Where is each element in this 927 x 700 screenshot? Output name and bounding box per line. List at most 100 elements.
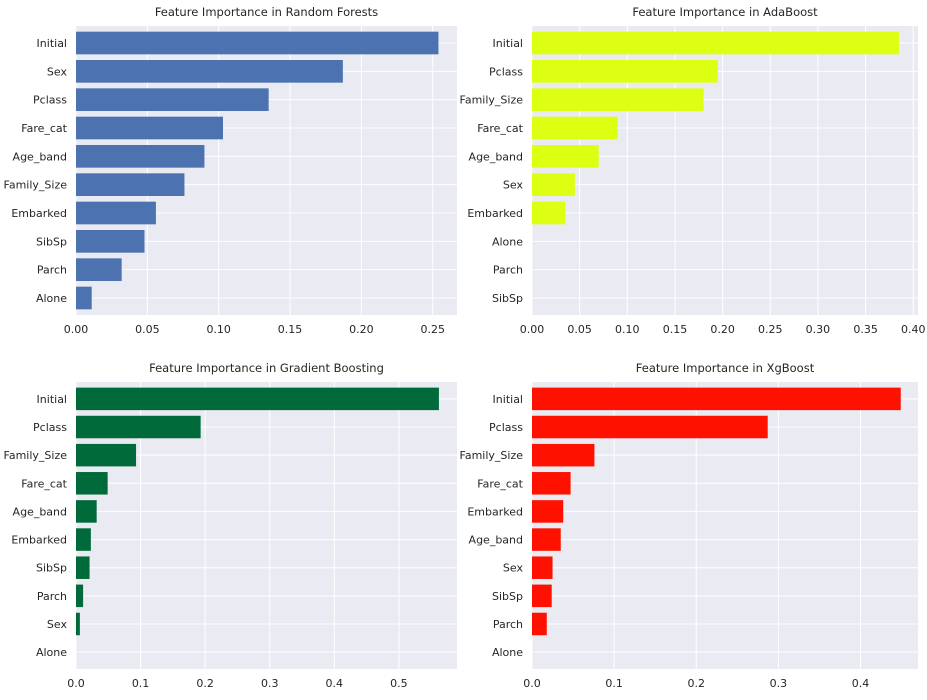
bar-sex bbox=[76, 612, 80, 636]
x-tick-label: 0.20 bbox=[349, 323, 374, 336]
x-tick-label: 0.2 bbox=[196, 677, 214, 690]
bar-embarked bbox=[76, 528, 91, 551]
x-tick-label: 0.25 bbox=[758, 323, 783, 336]
y-tick-label-alone: Alone bbox=[492, 235, 523, 248]
y-tick-label-initial: Initial bbox=[493, 37, 523, 50]
y-tick-label-fare-cat: Fare_cat bbox=[21, 477, 67, 490]
bar-age-band bbox=[532, 145, 599, 168]
chart-adaboost: 0.00 0.05 0.10 0.15 0.20 0.25 0.30 0.35 0.40 SibS… bbox=[460, 5, 926, 336]
x-tick-label: 0.1 bbox=[132, 677, 150, 690]
bar-alone bbox=[76, 286, 92, 310]
x-tick-label: 0.4 bbox=[326, 677, 344, 690]
y-tick-label-fare-cat: Fare_cat bbox=[21, 122, 67, 135]
bar-sex bbox=[532, 173, 575, 196]
y-tick-label-age-band: Age_band bbox=[469, 150, 523, 163]
chart-gradient-boosting: 0.0 0.1 0.2 0.3 0.4 0.5 Alone Sex Parch SibSp Emba… bbox=[4, 361, 457, 690]
bar-fare-cat bbox=[76, 472, 108, 495]
x-tick-label: 0.35 bbox=[853, 323, 878, 336]
y-tick-label-pclass: Pclass bbox=[489, 65, 523, 78]
x-tick-label: 0.30 bbox=[806, 323, 831, 336]
y-tick-label-alone: Alone bbox=[492, 646, 523, 659]
x-tick-label: 0.05 bbox=[567, 323, 592, 336]
bar-fare-cat bbox=[76, 116, 223, 140]
bar-fare-cat bbox=[532, 472, 571, 495]
y-tick-label-pclass: Pclass bbox=[33, 421, 67, 434]
bar-parch bbox=[76, 584, 84, 608]
bar-initial bbox=[532, 31, 899, 55]
y-tick-label-age-band: Age_band bbox=[469, 534, 523, 547]
y-tick-label-age-band: Age_band bbox=[13, 150, 67, 163]
bar-initial bbox=[76, 31, 439, 55]
x-tick-label: 0.3 bbox=[261, 677, 279, 690]
bar-sex bbox=[532, 556, 553, 579]
bar-parch bbox=[76, 258, 122, 281]
y-tick-label-sibsp: SibSp bbox=[36, 562, 67, 575]
y-tick-label-sex: Sex bbox=[47, 65, 68, 78]
y-tick-label-family-size: Family_Size bbox=[460, 449, 524, 462]
y-tick-label-fare-cat: Fare_cat bbox=[477, 122, 523, 135]
y-tick-label-alone: Alone bbox=[36, 646, 67, 659]
y-tick-label-age-band: Age_band bbox=[13, 505, 67, 518]
x-tick-label: 0.00 bbox=[520, 323, 545, 336]
y-tick-label-initial: Initial bbox=[37, 37, 67, 50]
y-tick-label-family-size: Family_Size bbox=[4, 449, 68, 462]
y-tick-label-fare-cat: Fare_cat bbox=[477, 477, 523, 490]
bar-initial bbox=[76, 387, 439, 411]
bar-initial bbox=[532, 387, 901, 411]
x-tick-label: 0.3 bbox=[770, 677, 788, 690]
x-tick-label: 0.15 bbox=[278, 323, 303, 336]
x-tick-label: 0.5 bbox=[390, 677, 408, 690]
bar-sibsp bbox=[76, 556, 90, 579]
bar-parch bbox=[532, 612, 547, 636]
x-tick-label: 0.1 bbox=[605, 677, 623, 690]
bar-embarked bbox=[532, 500, 564, 523]
x-tick-label: 0.10 bbox=[615, 323, 640, 336]
x-tick-label: 0.2 bbox=[688, 677, 706, 690]
bar-pclass bbox=[532, 60, 718, 83]
x-tick-label: 0.15 bbox=[663, 323, 688, 336]
y-tick-label-pclass: Pclass bbox=[489, 421, 523, 434]
bar-sex bbox=[76, 60, 343, 83]
y-tick-label-parch: Parch bbox=[493, 264, 523, 277]
y-tick-label-initial: Initial bbox=[37, 393, 67, 406]
x-tick-label: 0.4 bbox=[852, 677, 870, 690]
bar-family-size bbox=[532, 443, 595, 467]
y-tick-label-sibsp: SibSp bbox=[492, 590, 523, 603]
y-tick-label-initial: Initial bbox=[493, 393, 523, 406]
y-tick-label-sex: Sex bbox=[503, 562, 524, 575]
y-tick-label-family-size: Family_Size bbox=[460, 94, 524, 107]
x-tick-label: 0.00 bbox=[64, 323, 89, 336]
y-tick-label-parch: Parch bbox=[37, 590, 67, 603]
chart-xgboost: 0.0 0.1 0.2 0.3 0.4 Alone Parch SibSp Sex Age_ban… bbox=[460, 361, 918, 690]
bar-age-band bbox=[76, 500, 97, 523]
bar-embarked bbox=[532, 201, 566, 225]
y-tick-label-family-size: Family_Size bbox=[4, 179, 68, 192]
chart-title: Feature Importance in Gradient Boosting bbox=[149, 361, 384, 375]
bar-family-size bbox=[532, 88, 704, 111]
y-tick-label-embarked: Embarked bbox=[467, 207, 523, 220]
bar-family-size bbox=[76, 443, 137, 467]
x-tick-label: 0.20 bbox=[710, 323, 735, 336]
x-tick-label: 0.40 bbox=[901, 323, 926, 336]
x-tick-label: 0.0 bbox=[67, 677, 85, 690]
bar-embarked bbox=[76, 201, 156, 225]
chart-title: Feature Importance in XgBoost bbox=[636, 361, 815, 375]
y-tick-label-embarked: Embarked bbox=[11, 534, 67, 547]
x-tick-label: 0.10 bbox=[206, 323, 231, 336]
bar-age-band bbox=[76, 145, 205, 168]
bar-pclass bbox=[76, 88, 269, 111]
chart-title: Feature Importance in Random Forests bbox=[155, 5, 378, 19]
y-tick-label-parch: Parch bbox=[37, 264, 67, 277]
y-tick-label-sibsp: SibSp bbox=[492, 292, 523, 305]
bar-pclass bbox=[76, 415, 201, 439]
bar-age-band bbox=[532, 528, 561, 551]
bar-sibsp bbox=[76, 230, 145, 253]
y-tick-label-parch: Parch bbox=[493, 618, 523, 631]
chart-title: Feature Importance in AdaBoost bbox=[632, 5, 818, 19]
y-tick-label-sex: Sex bbox=[47, 618, 68, 631]
bar-sibsp bbox=[532, 584, 552, 608]
y-tick-label-alone: Alone bbox=[36, 292, 67, 305]
x-tick-label: 0.05 bbox=[135, 323, 160, 336]
bar-fare-cat bbox=[532, 116, 618, 140]
